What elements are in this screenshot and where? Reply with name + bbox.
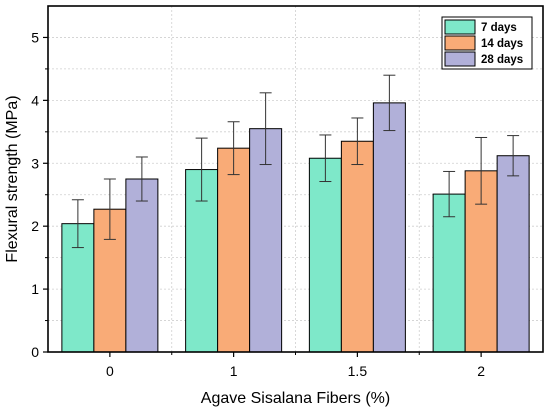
y-tick-label: 5 <box>31 29 39 45</box>
bars-group <box>61 102 530 353</box>
legend-swatch <box>444 35 476 51</box>
y-axis-title: Flexural strength (MPa) <box>4 95 21 262</box>
y-tick-label: 4 <box>31 92 39 108</box>
bar <box>496 155 530 353</box>
bar <box>372 102 406 353</box>
bar <box>308 157 342 353</box>
legend-swatch <box>444 51 476 67</box>
x-tick-label: 1 <box>230 363 238 379</box>
y-tick-label: 2 <box>31 218 39 234</box>
legend: 7 days 14 days 28 days <box>441 16 533 70</box>
bar <box>125 178 159 353</box>
bar <box>217 147 251 353</box>
bar <box>432 193 466 353</box>
x-tick-label: 2 <box>477 363 485 379</box>
x-axis-title: Agave Sisalana Fibers (%) <box>201 390 390 407</box>
x-tick-label: 1.5 <box>348 363 368 379</box>
x-axis-ticks: 0 1 1.5 2 <box>106 352 485 379</box>
legend-label: 14 days <box>481 38 523 50</box>
y-tick-label: 0 <box>31 344 39 360</box>
legend-label: 28 days <box>481 54 523 66</box>
legend-swatch <box>444 19 476 35</box>
y-tick-label: 1 <box>31 281 39 297</box>
bar <box>340 140 374 353</box>
bar <box>249 128 283 353</box>
error-bars-group <box>71 74 520 249</box>
y-tick-label: 3 <box>31 155 39 171</box>
y-axis-ticks: 0 1 2 3 4 5 <box>31 29 48 360</box>
x-tick-label: 0 <box>106 363 114 379</box>
legend-label: 7 days <box>481 22 517 34</box>
